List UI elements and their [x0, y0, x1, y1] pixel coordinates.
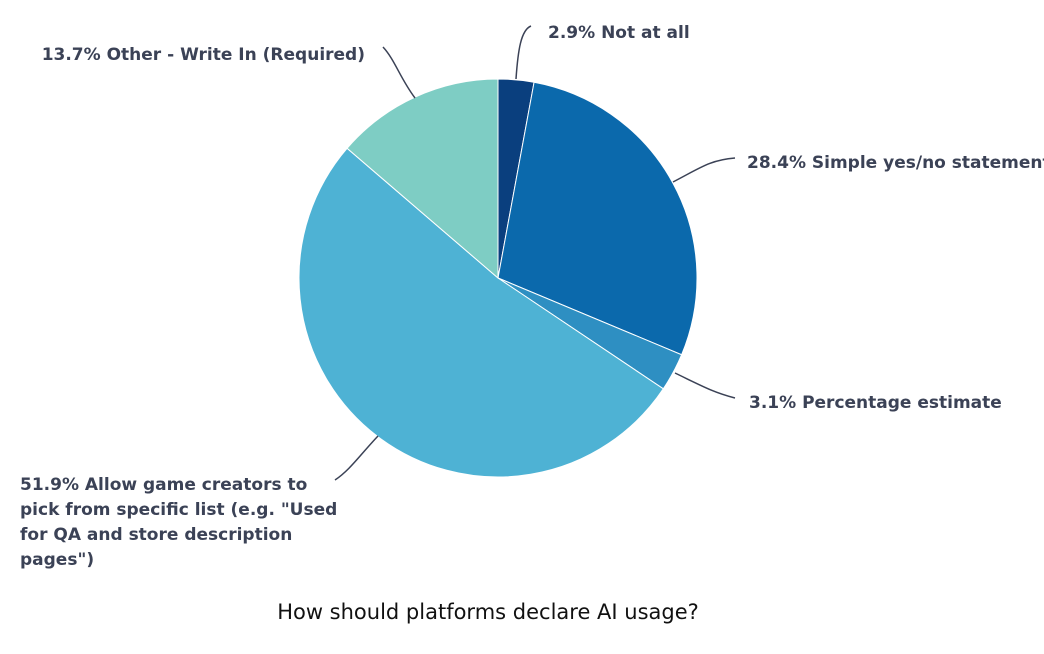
leader-line-percentage-estimate	[674, 372, 736, 399]
pie-slices	[298, 78, 698, 478]
leader-line-simple-yes-no	[672, 157, 736, 183]
leader-line-pick-from-list	[334, 435, 379, 481]
slice-label-pick-from-list-line-1: 51.9% Allow game creators to	[20, 475, 307, 495]
slice-labels: 2.9% Not at all 28.4% Simple yes/no state…	[20, 23, 1044, 570]
slice-label-pick-from-list-line-2: pick from specific list (e.g. "Used	[20, 500, 337, 520]
leader-line-not-at-all	[515, 25, 532, 80]
slice-label-not-at-all: 2.9% Not at all	[548, 23, 690, 43]
slice-label-pick-from-list-line-3: for QA and store description	[20, 525, 292, 545]
slice-label-other-write-in: 13.7% Other - Write In (Required)	[42, 45, 365, 65]
pie-slice-simple-yes-no	[497, 81, 698, 356]
leader-lines	[334, 25, 736, 481]
slice-label-simple-yes-no: 28.4% Simple yes/no statement	[747, 153, 1044, 173]
slice-label-pick-from-list-line-4: pages")	[20, 550, 94, 570]
leader-line-other-write-in	[382, 46, 416, 99]
chart-caption: How should platforms declare AI usage?	[277, 600, 699, 624]
slice-label-percentage-estimate: 3.1% Percentage estimate	[749, 393, 1002, 413]
